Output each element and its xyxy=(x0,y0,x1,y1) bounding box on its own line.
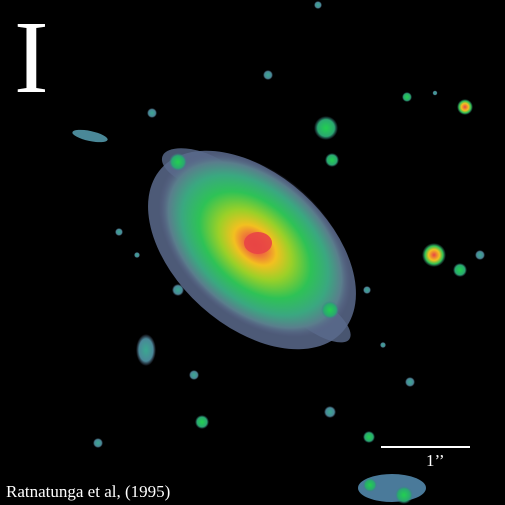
field-object xyxy=(263,70,273,80)
field-object xyxy=(195,415,209,429)
field-object xyxy=(457,99,473,115)
field-object xyxy=(395,486,413,504)
field-object xyxy=(321,301,339,319)
field-object xyxy=(363,431,375,443)
field-object xyxy=(324,406,336,418)
field-object xyxy=(147,108,157,118)
filter-band-label: I xyxy=(14,0,49,115)
galaxy-core xyxy=(244,232,272,254)
field-object xyxy=(189,370,199,380)
field-object xyxy=(325,153,339,167)
field-object xyxy=(169,153,187,171)
scale-bar xyxy=(381,446,470,448)
field-object xyxy=(453,263,467,277)
field-object xyxy=(363,286,371,294)
field-object xyxy=(115,228,123,236)
field-object xyxy=(380,342,386,348)
image-credit: Ratnatunga et al, (1995) xyxy=(6,482,171,501)
field-object xyxy=(422,243,446,267)
field-object xyxy=(363,478,377,492)
field-object xyxy=(136,334,156,366)
field-object xyxy=(475,250,485,260)
scale-bar-label: 1’’ xyxy=(426,451,445,470)
field-object xyxy=(72,129,108,143)
field-object xyxy=(134,252,140,258)
field-objects xyxy=(72,1,485,504)
field-object xyxy=(405,377,415,387)
field-object xyxy=(172,284,184,296)
field-object xyxy=(314,1,322,9)
field-object xyxy=(93,438,103,448)
field-object xyxy=(314,116,338,140)
field-object xyxy=(432,90,438,96)
field-object xyxy=(402,92,412,102)
